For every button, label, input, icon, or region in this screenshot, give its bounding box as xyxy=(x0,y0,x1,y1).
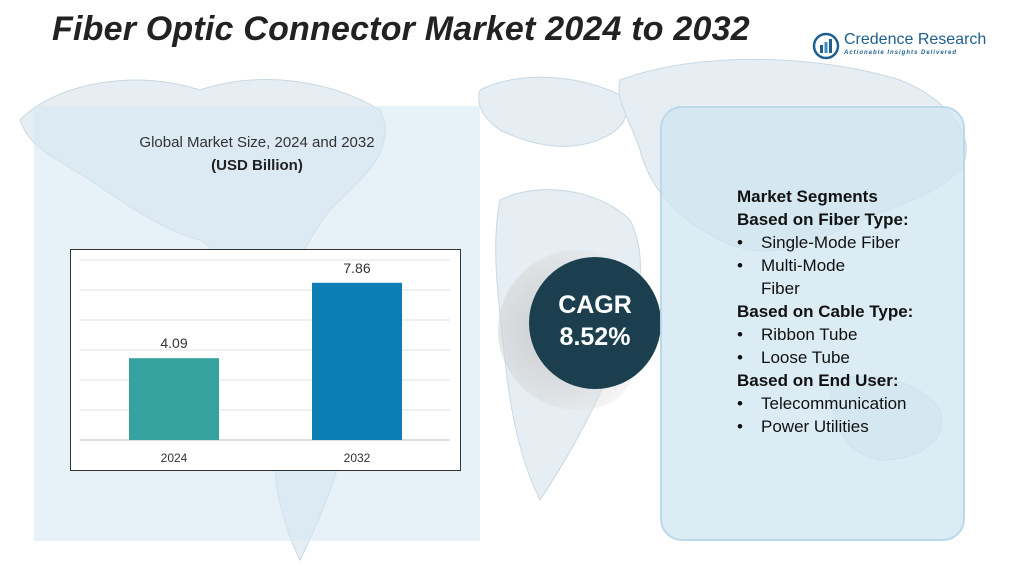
segment-item-label: Single-Mode Fiber xyxy=(761,233,900,252)
chart-unit-label: (USD Billion) xyxy=(211,157,303,174)
data-label-2032: 7.86 xyxy=(343,260,370,276)
segment-item-label: Telecommunication xyxy=(761,394,907,413)
bullet-icon: • xyxy=(737,256,743,275)
market-segments: Market Segments Based on Fiber Type: • Si… xyxy=(737,185,967,438)
x-tick-label-2024: 2024 xyxy=(161,451,188,465)
cagr-value: 8.52% xyxy=(559,323,631,351)
bullet-icon: • xyxy=(737,394,743,413)
segment-item-label: Loose Tube xyxy=(761,348,850,367)
brand-name: Credence Research xyxy=(844,31,987,48)
page-title: Fiber Optic Connector Market 2024 to 203… xyxy=(52,10,750,48)
segment-item: • Telecommunication xyxy=(737,392,967,415)
segments-panel xyxy=(660,106,965,541)
segment-item-label: Power Utilities xyxy=(761,417,869,436)
segment-item: • Multi-Mode Fiber xyxy=(737,254,881,300)
segment-item: • Ribbon Tube xyxy=(737,323,967,346)
brand-tagline: Actionable Insights Delivered xyxy=(844,50,958,56)
segments-heading: Market Segments xyxy=(737,187,878,206)
segment-item-label: Ribbon Tube xyxy=(761,325,858,344)
brand-logo: Credence Research Actionable Insights De… xyxy=(812,28,986,64)
segment-item: • Single-Mode Fiber xyxy=(737,231,967,254)
segment-item-label: Multi-Mode Fiber xyxy=(761,256,846,298)
bullet-icon: • xyxy=(737,417,743,436)
bullet-icon: • xyxy=(737,348,743,367)
bar-chart-logo-icon xyxy=(812,32,840,60)
cagr-label: CAGR xyxy=(558,291,632,319)
segment-item: • Power Utilities xyxy=(737,415,967,438)
bar-2024 xyxy=(129,358,219,440)
market-size-bar-chart: 4.09 2024 7.86 2032 xyxy=(70,249,461,471)
cagr-badge: CAGR 8.52% xyxy=(529,257,661,389)
chart-title: Global Market Size, 2024 and 2032 xyxy=(139,134,375,151)
bullet-icon: • xyxy=(737,233,743,252)
segment-group-title: Based on Cable Type: xyxy=(737,302,914,321)
segment-group-title: Based on End User: xyxy=(737,371,899,390)
data-label-2024: 4.09 xyxy=(160,335,187,351)
bar-2032 xyxy=(312,282,402,440)
bullet-icon: • xyxy=(737,325,743,344)
x-tick-label-2032: 2032 xyxy=(344,451,371,465)
segment-item: • Loose Tube xyxy=(737,346,967,369)
chart-bars: 4.09 2024 7.86 2032 xyxy=(129,260,402,465)
segment-group-title: Based on Fiber Type: xyxy=(737,210,909,229)
